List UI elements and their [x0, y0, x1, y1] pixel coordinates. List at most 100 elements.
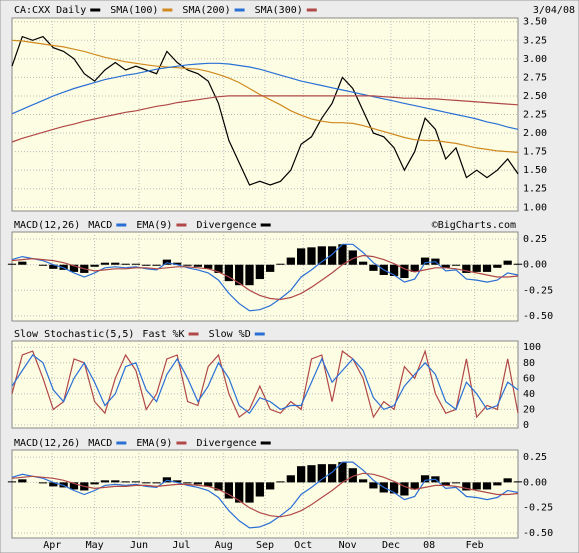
divergence-bar — [204, 482, 213, 487]
y-tick-label: -0.25 — [523, 503, 553, 514]
divergence-bar — [69, 264, 79, 272]
y-tick-label: 1.75 — [523, 147, 547, 158]
divergence-bar — [38, 482, 48, 484]
divergence-bar — [297, 466, 306, 483]
divergence-bar — [451, 482, 461, 484]
divergence-bar — [513, 263, 523, 265]
divergence-bar — [18, 261, 27, 265]
x-tick-label: Apr — [43, 540, 61, 551]
legend-label: CA:CXX Daily — [14, 5, 86, 16]
divergence-bar — [472, 482, 481, 490]
divergence-bar — [111, 480, 120, 483]
plot-area — [11, 340, 519, 429]
divergence-bar — [183, 482, 192, 484]
divergence-bar — [255, 482, 264, 497]
divergence-bar — [503, 478, 512, 483]
divergence-bar — [369, 264, 378, 271]
divergence-bar — [255, 264, 264, 280]
divergence-bar — [441, 264, 450, 268]
divergence-bar — [173, 480, 182, 483]
x-tick-label: 08 — [423, 540, 435, 551]
divergence-bar — [286, 475, 295, 483]
legend-label: Divergence — [196, 438, 256, 449]
divergence-bar — [7, 263, 17, 265]
divergence-bar — [193, 264, 203, 267]
legend-label: EMA(9) — [136, 220, 172, 231]
x-tick-label: May — [86, 540, 104, 551]
divergence-bar — [121, 481, 130, 483]
divergence-bar — [462, 482, 471, 491]
series-line — [11, 349, 519, 419]
divergence-bar — [493, 482, 502, 486]
divergence-bar — [420, 475, 430, 483]
y-tick-label: 80 — [523, 358, 535, 369]
divergence-bar — [111, 262, 120, 265]
divergence-bar — [472, 264, 481, 272]
legend-label: Fast %K — [142, 329, 184, 340]
date-label: 3/04/08 — [533, 5, 575, 16]
divergence-bar — [276, 481, 285, 483]
divergence-bar — [358, 479, 368, 483]
divergence-bar — [142, 482, 151, 484]
divergence-bar — [121, 263, 130, 265]
y-tick-label: 2.25 — [523, 110, 547, 121]
divergence-bar — [131, 263, 141, 265]
x-tick-label: Sep — [256, 540, 274, 551]
divergence-bar — [224, 264, 233, 282]
divergence-bar — [307, 465, 316, 483]
legend-label: Slow %D — [209, 329, 251, 340]
divergence-bar — [338, 244, 347, 265]
divergence-bar — [513, 481, 523, 483]
y-tick-label: 100 — [523, 342, 541, 353]
legend-label: SMA(300) — [255, 5, 303, 16]
divergence-bar — [482, 264, 492, 272]
y-tick-label: -0.25 — [523, 285, 553, 296]
divergence-bar — [204, 264, 213, 269]
divergence-bar — [152, 482, 161, 484]
series-line — [11, 461, 519, 529]
x-tick-label: Jun — [130, 540, 148, 551]
divergence-bar — [400, 482, 409, 496]
divergence-bar — [7, 481, 17, 483]
divergence-bar — [49, 482, 58, 487]
y-tick-label: 0.00 — [523, 260, 547, 271]
series-line — [11, 472, 519, 518]
y-tick-label: 3.25 — [523, 35, 547, 46]
legend-label: MACD — [88, 438, 112, 449]
divergence-bar — [503, 260, 512, 265]
panel-title: Slow Stochastic(5,5) — [14, 329, 134, 340]
y-tick-label: 2.50 — [523, 91, 547, 102]
divergence-bar — [493, 264, 502, 268]
divergence-bar — [214, 482, 223, 491]
series-line — [11, 39, 519, 153]
legend-label: MACD — [88, 220, 112, 231]
divergence-bar — [266, 482, 275, 490]
divergence-bar — [348, 468, 357, 483]
series-line — [11, 254, 519, 301]
divergence-bar — [389, 264, 399, 276]
series-line — [11, 62, 519, 130]
divergence-bar — [410, 482, 419, 490]
divergence-bar — [193, 482, 203, 485]
divergence-bar — [152, 264, 161, 266]
divergence-bar — [69, 482, 79, 490]
divergence-bar — [327, 464, 337, 483]
y-tick-label: 2.75 — [523, 72, 547, 83]
y-tick-label: 1.25 — [523, 184, 547, 195]
y-tick-label: -0.50 — [523, 311, 553, 322]
divergence-bar — [286, 257, 295, 265]
divergence-bar — [235, 482, 244, 503]
x-tick-label: Oct — [294, 540, 312, 551]
series-line — [11, 95, 519, 143]
y-tick-label: -0.50 — [523, 528, 553, 539]
divergence-bar — [235, 264, 244, 286]
divergence-bar — [348, 250, 357, 265]
panel-title: MACD(12,26) — [14, 438, 80, 449]
divergence-bar — [245, 482, 254, 503]
divergence-bar — [18, 479, 27, 483]
divergence-bar — [90, 482, 99, 485]
divergence-bar — [410, 264, 419, 272]
divergence-bar — [307, 247, 316, 265]
